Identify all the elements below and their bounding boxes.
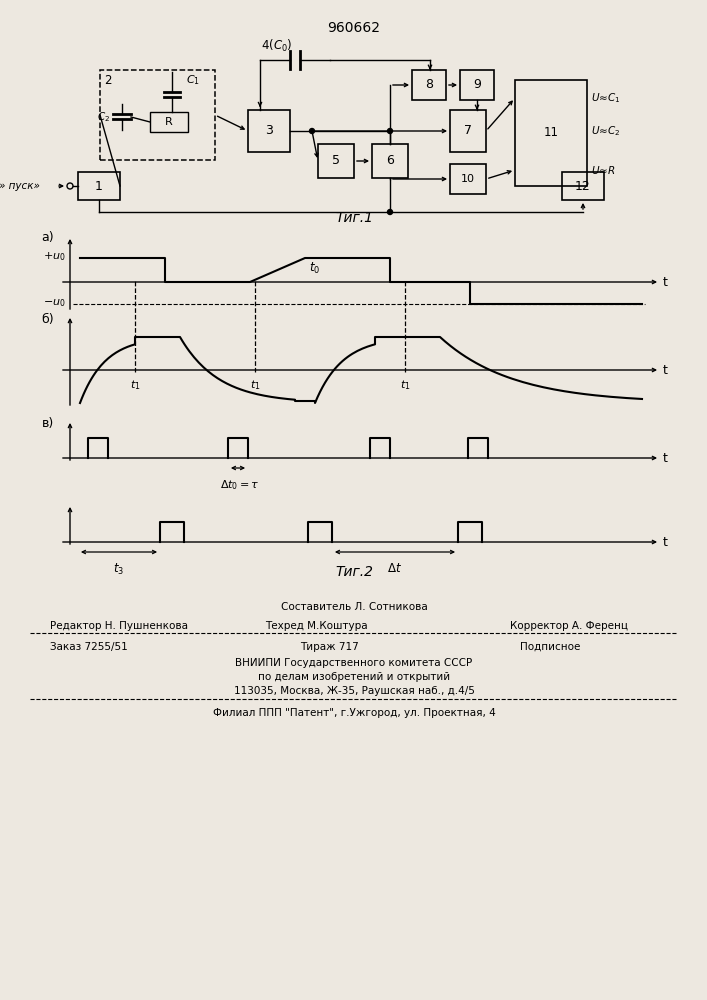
Circle shape (310, 128, 315, 133)
Bar (450, 110, 486, 152)
Text: в): в) (42, 418, 54, 430)
Text: » пуск»: » пуск» (0, 181, 40, 191)
Text: $\Delta t_0{=}\tau$: $\Delta t_0{=}\tau$ (220, 478, 259, 492)
Text: t: t (663, 452, 668, 464)
Bar (450, 164, 486, 194)
Text: $4(C_0)$: $4(C_0)$ (262, 38, 293, 54)
Bar (78, 172, 120, 200)
Text: $-u_0$: $-u_0$ (43, 297, 66, 309)
Text: 113035, Москва, Ж-35, Раушская наб., д.4/5: 113035, Москва, Ж-35, Раушская наб., д.4… (233, 686, 474, 696)
Bar (562, 172, 604, 200)
Bar (150, 112, 188, 132)
Text: $t_1$: $t_1$ (250, 378, 260, 392)
Bar (318, 144, 354, 178)
Text: Подписное: Подписное (520, 642, 580, 652)
Text: Заказ 7255/51: Заказ 7255/51 (50, 642, 128, 652)
Text: б): б) (42, 312, 54, 326)
Text: $U{≈}C_2$: $U{≈}C_2$ (591, 124, 620, 138)
Bar (372, 144, 408, 178)
Circle shape (387, 128, 392, 133)
Text: $t_1$: $t_1$ (399, 378, 410, 392)
Text: по делам изобретений и открытий: по делам изобретений и открытий (258, 672, 450, 682)
Bar (412, 70, 446, 100)
Text: Редактор Н. Пушненкова: Редактор Н. Пушненкова (50, 621, 188, 631)
Text: 3: 3 (265, 124, 273, 137)
Text: R: R (165, 117, 173, 127)
Text: Техред М.Коштура: Техред М.Коштура (265, 621, 368, 631)
Text: $U{≈}R$: $U{≈}R$ (591, 164, 616, 176)
Circle shape (387, 210, 392, 215)
Text: $t_1$: $t_1$ (129, 378, 140, 392)
Text: $U{≈}C_1$: $U{≈}C_1$ (591, 91, 621, 105)
Text: Филиал ППП "Патент", г.Ужгород, ул. Проектная, 4: Филиал ППП "Патент", г.Ужгород, ул. Прое… (213, 708, 496, 718)
Text: Тираж 717: Тираж 717 (300, 642, 358, 652)
Text: Τиг.1: Τиг.1 (335, 211, 373, 225)
Text: 1: 1 (95, 180, 103, 192)
Text: t: t (663, 275, 668, 288)
Text: $C_2$: $C_2$ (97, 110, 110, 124)
Bar (100, 70, 215, 160)
Text: Составитель Л. Сотникова: Составитель Л. Сотникова (281, 602, 427, 612)
Text: t: t (663, 536, 668, 548)
Text: t: t (663, 363, 668, 376)
Text: $C_1$: $C_1$ (186, 73, 200, 87)
Text: 11: 11 (544, 126, 559, 139)
Text: $+u_0$: $+u_0$ (43, 251, 66, 263)
Text: 960662: 960662 (327, 21, 380, 35)
Text: 6: 6 (386, 154, 394, 167)
Text: а): а) (42, 232, 54, 244)
Text: Τиг.2: Τиг.2 (335, 565, 373, 579)
Text: 10: 10 (461, 174, 475, 184)
Text: 7: 7 (464, 124, 472, 137)
Text: $t_0$: $t_0$ (310, 261, 320, 276)
Text: Корректор А. Ференц: Корректор А. Ференц (510, 621, 628, 631)
Text: ВНИИПИ Государственного комитета СССР: ВНИИПИ Государственного комитета СССР (235, 658, 472, 668)
Text: 9: 9 (473, 79, 481, 92)
Text: 12: 12 (575, 180, 591, 192)
Text: $\Delta t$: $\Delta t$ (387, 562, 402, 575)
Bar (248, 110, 290, 152)
Text: 2: 2 (104, 74, 112, 87)
Text: 5: 5 (332, 154, 340, 167)
Bar (460, 70, 494, 100)
Text: 8: 8 (425, 79, 433, 92)
Text: $t_3$: $t_3$ (113, 562, 124, 577)
Bar (515, 80, 587, 186)
